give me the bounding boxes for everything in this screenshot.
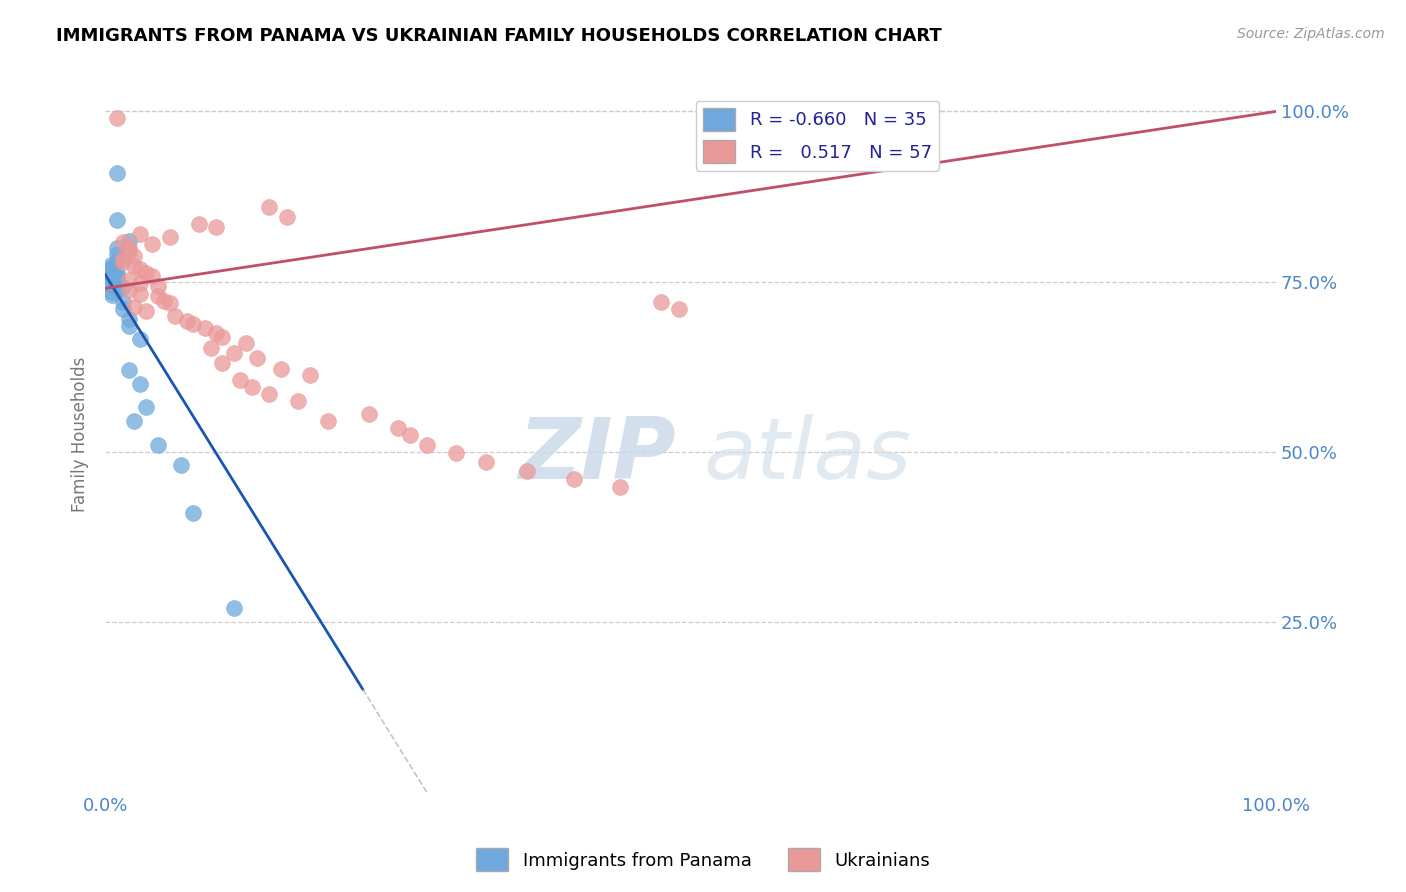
Point (124, 414, 146, 428)
Point (287, 393, 309, 408)
Point (111, 280, 134, 294)
Point (146, 289, 169, 303)
Point (181, 506, 204, 520)
Point (135, 266, 157, 280)
Point (117, 283, 139, 297)
Point (609, 480, 631, 494)
Point (562, 472, 585, 486)
Point (229, 373, 252, 387)
Point (246, 351, 269, 365)
Point (105, 266, 128, 280)
Legend: R = -0.660   N = 35, R =   0.517   N = 57: R = -0.660 N = 35, R = 0.517 N = 57 (696, 101, 939, 170)
Point (117, 312, 139, 326)
Point (101, 277, 124, 292)
Point (141, 237, 163, 252)
Point (416, 438, 439, 452)
Point (222, 346, 245, 360)
Point (165, 309, 187, 323)
Point (668, 301, 690, 316)
Point (103, 268, 125, 282)
Point (100, 262, 122, 277)
Point (111, 235, 134, 249)
Point (129, 227, 152, 241)
Point (205, 326, 228, 340)
Point (105, 276, 128, 290)
Point (357, 407, 380, 421)
Point (100, 258, 122, 272)
Point (101, 275, 124, 289)
Point (124, 259, 146, 273)
Point (105, 240, 128, 254)
Point (222, 601, 245, 615)
Point (129, 286, 152, 301)
Point (159, 230, 181, 244)
Point (135, 303, 157, 318)
Point (105, 254, 128, 268)
Point (129, 262, 152, 277)
Point (105, 247, 128, 261)
Point (124, 301, 146, 315)
Point (117, 273, 139, 287)
Point (257, 386, 280, 401)
Point (105, 166, 128, 180)
Point (650, 294, 672, 309)
Point (516, 464, 538, 478)
Point (135, 401, 157, 415)
Point (316, 414, 339, 428)
Point (129, 376, 152, 391)
Point (117, 363, 139, 377)
Point (187, 217, 209, 231)
Text: atlas: atlas (703, 415, 911, 498)
Point (117, 318, 139, 333)
Point (170, 458, 193, 473)
Point (129, 276, 152, 290)
Point (194, 320, 217, 334)
Point (146, 438, 169, 452)
Point (105, 213, 128, 227)
Point (270, 361, 292, 376)
Point (398, 427, 420, 442)
Point (211, 330, 233, 344)
Point (205, 220, 228, 235)
Text: IMMIGRANTS FROM PANAMA VS UKRAINIAN FAMILY HOUSEHOLDS CORRELATION CHART: IMMIGRANTS FROM PANAMA VS UKRAINIAN FAMI… (56, 27, 942, 45)
Point (235, 335, 257, 350)
Point (211, 356, 233, 370)
Point (152, 293, 174, 308)
Point (181, 317, 204, 331)
Text: Source: ZipAtlas.com: Source: ZipAtlas.com (1237, 27, 1385, 41)
Point (299, 368, 322, 383)
Point (105, 268, 128, 283)
Point (105, 283, 128, 297)
Point (141, 268, 163, 283)
Point (240, 380, 263, 394)
Point (100, 260, 122, 275)
Y-axis label: Family Households: Family Households (72, 357, 89, 512)
Point (111, 252, 134, 266)
Point (276, 210, 298, 224)
Point (124, 249, 146, 263)
Point (101, 288, 124, 302)
Point (105, 273, 128, 287)
Point (117, 244, 139, 258)
Point (111, 294, 134, 309)
Point (101, 285, 124, 299)
Point (101, 271, 124, 285)
Point (159, 296, 181, 310)
Point (257, 200, 280, 214)
Point (129, 332, 152, 346)
Point (200, 341, 222, 355)
Point (474, 455, 496, 469)
Point (111, 301, 134, 316)
Point (146, 279, 169, 293)
Point (100, 264, 122, 278)
Legend: Immigrants from Panama, Ukrainians: Immigrants from Panama, Ukrainians (468, 841, 938, 879)
Point (387, 421, 409, 435)
Point (105, 112, 128, 126)
Point (117, 234, 139, 248)
Point (111, 255, 134, 269)
Point (446, 446, 468, 460)
Text: ZIP: ZIP (519, 415, 676, 498)
Point (117, 240, 139, 254)
Point (176, 314, 198, 328)
